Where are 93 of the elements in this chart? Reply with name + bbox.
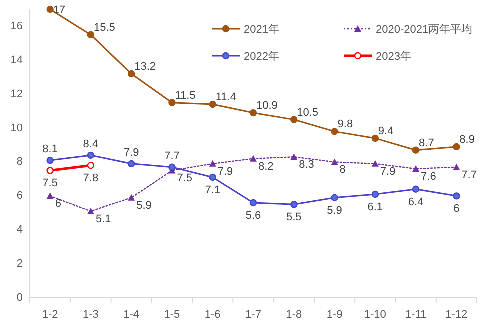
- point: [128, 194, 136, 201]
- data-label: 8.7: [419, 137, 434, 150]
- data-label: 8: [340, 164, 346, 176]
- point: [87, 31, 95, 39]
- y-tick-label: 4: [16, 224, 23, 236]
- x-tick-label: 1-12: [446, 309, 468, 321]
- point: [128, 160, 136, 168]
- point: [412, 186, 420, 193]
- point: [290, 154, 298, 160]
- data-label: 7.9: [218, 166, 234, 178]
- point: [46, 156, 54, 164]
- data-label: 7.9: [124, 146, 140, 159]
- x-tick-label: 1-3: [83, 309, 99, 321]
- x-tick-label: 1-7: [246, 309, 262, 321]
- y-tick-label: 16: [10, 20, 23, 32]
- point: [168, 164, 176, 171]
- data-label: 7.1: [205, 184, 221, 197]
- point: [250, 109, 258, 117]
- point: [87, 208, 94, 214]
- data-label: 8.2: [258, 160, 274, 173]
- data-label: 7.9: [380, 166, 396, 178]
- data-label: 11.4: [216, 92, 236, 104]
- data-label: 7.7: [164, 150, 180, 162]
- x-tick-label: 1-4: [124, 309, 140, 321]
- data-label: 6: [55, 198, 62, 210]
- x-tick-label: 1-9: [326, 309, 343, 321]
- data-label: 7.7: [462, 169, 477, 182]
- point: [290, 201, 298, 208]
- data-label: 7.5: [42, 178, 58, 190]
- legend-label: 2023年: [376, 51, 412, 63]
- point: [87, 162, 95, 170]
- point: [372, 190, 380, 198]
- point: [331, 158, 338, 166]
- data-label: 17: [53, 4, 66, 16]
- x-tick-label: 1-6: [204, 309, 221, 321]
- data-label: 9.8: [338, 118, 354, 131]
- point: [209, 100, 216, 108]
- data-label: 11.5: [175, 90, 196, 102]
- data-label: 8.4: [83, 138, 99, 150]
- y-tick-label: 8: [16, 156, 23, 168]
- point: [209, 174, 216, 182]
- y-tick-label: 12: [10, 88, 23, 100]
- point: [453, 164, 460, 170]
- y-tick-label: 14: [10, 54, 23, 66]
- point: [331, 194, 338, 202]
- point: [168, 99, 176, 106]
- point: [250, 155, 257, 162]
- data-label: 6.1: [368, 201, 384, 214]
- data-label: 13.2: [134, 60, 156, 73]
- point: [372, 160, 379, 167]
- data-label: 7.6: [421, 171, 436, 184]
- data-label: 9.4: [378, 125, 394, 138]
- data-label: 7.5: [177, 172, 193, 185]
- y-tick-label: 0: [16, 292, 23, 304]
- y-tick-label: 2: [16, 258, 23, 270]
- point: [290, 116, 298, 124]
- data-label: 8.3: [299, 159, 314, 172]
- data-label: 5.1: [96, 213, 112, 226]
- x-tick-label: 1-5: [164, 309, 180, 321]
- data-label: 7.8: [83, 172, 99, 185]
- data-label: 8.9: [460, 134, 475, 146]
- point: [412, 166, 420, 172]
- data-label: 5.5: [286, 212, 302, 224]
- point: [46, 167, 54, 174]
- point: [46, 6, 54, 14]
- point: [250, 199, 258, 207]
- data-label: 5.9: [136, 200, 152, 212]
- data-label: 10.9: [256, 100, 278, 112]
- point: [209, 160, 216, 167]
- x-tick-label: 1-10: [364, 309, 386, 321]
- data-label: 15.5: [94, 22, 116, 34]
- data-label: 5.6: [246, 210, 262, 222]
- x-tick-label: 1-11: [405, 309, 427, 321]
- legend-label: 2022年: [244, 51, 280, 63]
- point: [412, 146, 420, 154]
- point: [453, 192, 460, 200]
- point: [331, 128, 338, 136]
- y-tick-label: 6: [16, 190, 23, 202]
- data-label: 6: [454, 203, 460, 216]
- point: [128, 70, 136, 78]
- x-tick-label: 1-8: [286, 309, 302, 321]
- data-label: 8.1: [42, 144, 58, 156]
- point: [87, 152, 95, 160]
- point: [453, 143, 460, 151]
- point: [46, 192, 54, 200]
- point: [372, 134, 380, 142]
- legend-label: 2020-2021两年平均: [376, 24, 473, 36]
- x-tick-label: 1-2: [42, 309, 58, 321]
- legend-label: 2021年: [244, 24, 280, 36]
- data-label: 10.5: [297, 106, 319, 119]
- data-label: 6.4: [408, 196, 424, 208]
- data-label: 5.9: [327, 204, 342, 217]
- y-tick-label: 10: [10, 122, 23, 134]
